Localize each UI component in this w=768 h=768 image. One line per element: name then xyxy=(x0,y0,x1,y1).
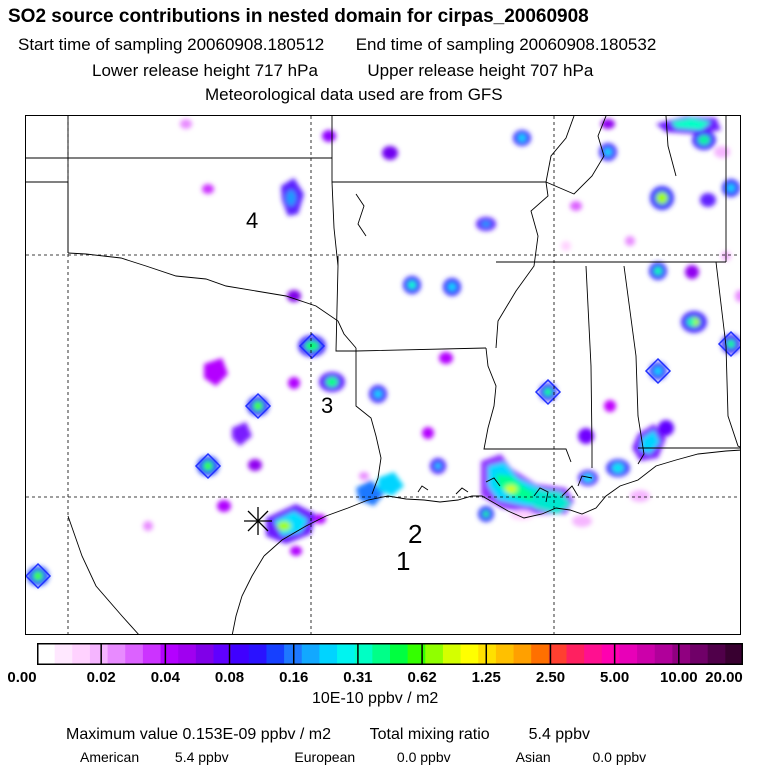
legend-swatch xyxy=(107,643,126,665)
asian-label: Asian xyxy=(515,749,551,765)
region-contributions: American 5.4 ppbv European 0.0 ppbv Asia… xyxy=(80,749,646,765)
max-total-row: Maximum value 0.153E-09 ppbv / m2 Total … xyxy=(66,726,590,744)
legend-swatch xyxy=(337,643,356,665)
legend-swatch xyxy=(601,643,620,665)
color-scale-legend xyxy=(37,643,743,665)
legend-swatch xyxy=(637,643,656,665)
legend-swatch xyxy=(89,643,109,665)
legend-swatch xyxy=(460,643,479,665)
legend-swatch xyxy=(690,643,709,665)
legend-swatch xyxy=(195,643,214,665)
end-time-label: End time of sampling xyxy=(355,35,515,54)
legend-swatch xyxy=(266,643,285,665)
legend-swatch xyxy=(654,643,673,665)
map-label-2: 2 xyxy=(408,519,422,549)
legend-swatch xyxy=(584,643,603,665)
legend-tick-label: 0.00 xyxy=(7,669,37,686)
legend-tick-label: 0.08 xyxy=(214,669,245,686)
legend-swatch xyxy=(495,643,515,665)
legend-swatch xyxy=(531,643,550,665)
legend-tick-label: 0.31 xyxy=(343,669,373,686)
legend-swatch xyxy=(178,643,197,665)
latlon-grid xyxy=(26,116,740,634)
legend-tick-label: 0.62 xyxy=(407,669,437,686)
sampling-times: Start time of sampling 20060908.180512 E… xyxy=(18,35,656,55)
legend-tick-label: 0.16 xyxy=(279,669,309,686)
asian-value: 0.0 ppbv xyxy=(592,749,647,765)
legend-swatch xyxy=(301,643,320,665)
start-time-value: 20060908.180512 xyxy=(187,35,325,54)
legend-swatch xyxy=(619,643,638,665)
map-panel: 1 2 3 4 xyxy=(25,115,741,635)
legend-swatch xyxy=(442,643,462,665)
legend-swatch xyxy=(213,643,232,665)
legend-swatch xyxy=(707,643,726,665)
end-time-value: 20060908.180532 xyxy=(519,35,657,54)
legend-swatch xyxy=(319,643,338,665)
legend-swatch xyxy=(72,643,91,665)
release-heights: Lower release height 717 hPa Upper relea… xyxy=(92,61,593,81)
map-label-1: 1 xyxy=(396,546,410,576)
legend-tick-label: 10.00 xyxy=(660,669,698,686)
total-mixing-label: Total mixing ratio xyxy=(369,726,490,743)
legend-swatch xyxy=(160,643,179,665)
map-label-3: 3 xyxy=(321,393,333,418)
legend-tick-label: 20.00 xyxy=(705,669,743,686)
map-svg: 1 2 3 4 xyxy=(26,116,740,634)
map-label-4: 4 xyxy=(246,208,258,233)
legend-tick-label: 0.02 xyxy=(86,669,116,686)
plume-cells xyxy=(26,330,740,590)
legend-units: 10E-10 ppbv / m2 xyxy=(312,690,439,707)
total-mixing-value: 5.4 ppbv xyxy=(528,726,590,743)
legend-swatch xyxy=(725,643,743,665)
legend-swatch xyxy=(672,643,691,665)
legend-swatch xyxy=(548,643,567,665)
max-value-label: Maximum value xyxy=(66,726,179,743)
legend-border xyxy=(37,643,743,665)
legend-swatch xyxy=(54,643,73,665)
european-label: European xyxy=(294,749,356,765)
legend-swatch xyxy=(142,643,162,665)
legend-swatch xyxy=(513,643,532,665)
legend-tick-label: 5.00 xyxy=(600,669,630,686)
start-time-label: Start time of sampling xyxy=(18,35,183,54)
european-value: 0.0 ppbv xyxy=(396,749,451,765)
legend-swatch xyxy=(231,643,250,665)
lower-release-label: Lower release height xyxy=(92,61,250,80)
upper-release-value: 707 hPa xyxy=(529,61,594,80)
max-value: 0.153E-09 ppbv / m2 xyxy=(182,726,332,743)
met-data-line: Meteorological data used are from GFS xyxy=(205,85,503,104)
upper-release-label: Upper release height xyxy=(367,61,526,80)
legend-swatch xyxy=(354,643,373,665)
legend-swatch xyxy=(372,643,391,665)
legend-tick-label: 1.25 xyxy=(471,669,501,686)
legend-swatch xyxy=(425,643,444,665)
legend-swatch xyxy=(478,643,497,665)
legend-swatch xyxy=(125,643,144,665)
legend-swatch xyxy=(566,643,585,665)
boundaries xyxy=(26,116,740,634)
lower-release-value: 717 hPa xyxy=(254,61,318,80)
legend-swatch xyxy=(390,643,409,665)
plume-layer xyxy=(27,116,740,586)
legend-swatch xyxy=(407,643,426,665)
page-title: SO2 source contributions in nested domai… xyxy=(8,6,589,27)
legend-swatch xyxy=(37,643,56,665)
american-label: American xyxy=(80,749,140,765)
asterisk-icon xyxy=(244,507,272,535)
legend-swatch xyxy=(248,643,267,665)
legend-tick-label: 0.04 xyxy=(150,669,180,686)
legend-tick-label: 2.50 xyxy=(535,669,566,686)
american-value: 5.4 ppbv xyxy=(174,749,229,765)
